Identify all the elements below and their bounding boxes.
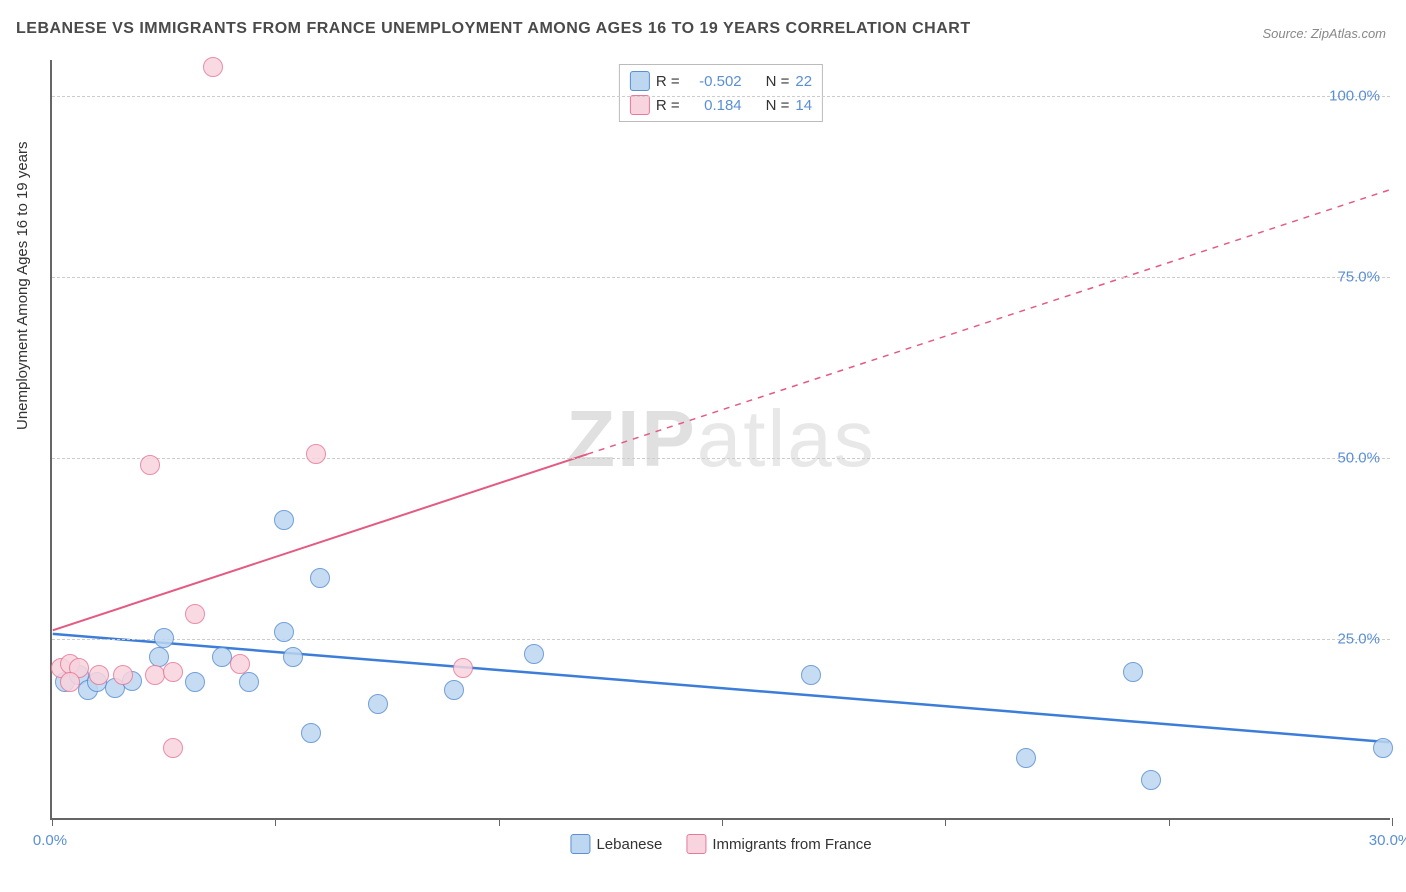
- trend-line-solid: [53, 454, 588, 630]
- legend-series-label: Lebanese: [596, 836, 662, 853]
- scatter-point: [444, 680, 464, 700]
- grid-line: [52, 639, 1390, 640]
- legend-series-item: Lebanese: [570, 834, 662, 854]
- y-tick-label: 50.0%: [1337, 450, 1380, 467]
- x-tick: [1392, 818, 1393, 826]
- legend-stats-row: R = -0.502 N = 22: [630, 69, 812, 93]
- scatter-point: [163, 738, 183, 758]
- trend-lines: [52, 60, 1390, 818]
- scatter-point: [274, 510, 294, 530]
- scatter-point: [89, 665, 109, 685]
- scatter-point: [113, 665, 133, 685]
- y-tick-label: 25.0%: [1337, 631, 1380, 648]
- x-tick: [499, 818, 500, 826]
- plot-area: ZIPatlas R =-0.502N =22R =0.184N =14 Leb…: [50, 60, 1390, 820]
- scatter-point: [524, 644, 544, 664]
- x-tick: [52, 818, 53, 826]
- scatter-point: [1373, 738, 1393, 758]
- scatter-point: [306, 444, 326, 464]
- x-tick-label: 30.0%: [1369, 832, 1406, 849]
- scatter-point: [301, 723, 321, 743]
- scatter-point: [274, 622, 294, 642]
- x-tick: [275, 818, 276, 826]
- legend-swatch: [630, 95, 650, 115]
- scatter-point: [283, 647, 303, 667]
- n-label: N =: [766, 73, 790, 90]
- scatter-point: [163, 662, 183, 682]
- y-axis-label: Unemployment Among Ages 16 to 19 years: [14, 141, 31, 430]
- chart-title: LEBANESE VS IMMIGRANTS FROM FRANCE UNEMP…: [16, 20, 971, 38]
- r-value: 0.184: [686, 97, 742, 114]
- legend-series-item: Immigrants from France: [686, 834, 871, 854]
- r-label: R =: [656, 97, 680, 114]
- scatter-point: [203, 57, 223, 77]
- chart-source: Source: ZipAtlas.com: [1262, 26, 1386, 41]
- chart-container: LEBANESE VS IMMIGRANTS FROM FRANCE UNEMP…: [0, 0, 1406, 892]
- scatter-point: [185, 604, 205, 624]
- x-tick: [722, 818, 723, 826]
- grid-line: [52, 458, 1390, 459]
- grid-line: [52, 277, 1390, 278]
- scatter-point: [453, 658, 473, 678]
- scatter-point: [185, 672, 205, 692]
- scatter-point: [60, 672, 80, 692]
- r-label: R =: [656, 73, 680, 90]
- scatter-point: [1123, 662, 1143, 682]
- trend-line-dashed: [587, 190, 1389, 454]
- scatter-point: [239, 672, 259, 692]
- legend-swatch: [630, 71, 650, 91]
- n-label: N =: [766, 97, 790, 114]
- legend-series: Lebanese Immigrants from France: [570, 834, 871, 854]
- x-tick: [945, 818, 946, 826]
- n-value: 22: [795, 73, 812, 90]
- grid-line: [52, 96, 1390, 97]
- legend-series-label: Immigrants from France: [712, 836, 871, 853]
- y-tick-label: 100.0%: [1329, 88, 1380, 105]
- scatter-point: [310, 568, 330, 588]
- legend-swatch: [686, 834, 706, 854]
- x-tick-label: 0.0%: [33, 832, 67, 849]
- n-value: 14: [795, 97, 812, 114]
- y-tick-label: 75.0%: [1337, 269, 1380, 286]
- scatter-point: [801, 665, 821, 685]
- scatter-point: [1016, 748, 1036, 768]
- legend-stats: R = -0.502 N = 22 R = 0.184 N = 14: [619, 64, 823, 122]
- legend-swatch: [570, 834, 590, 854]
- x-tick: [1169, 818, 1170, 826]
- scatter-point: [145, 665, 165, 685]
- r-value: -0.502: [686, 73, 742, 90]
- scatter-point: [230, 654, 250, 674]
- scatter-point: [368, 694, 388, 714]
- scatter-point: [140, 455, 160, 475]
- scatter-point: [154, 628, 174, 648]
- scatter-point: [1141, 770, 1161, 790]
